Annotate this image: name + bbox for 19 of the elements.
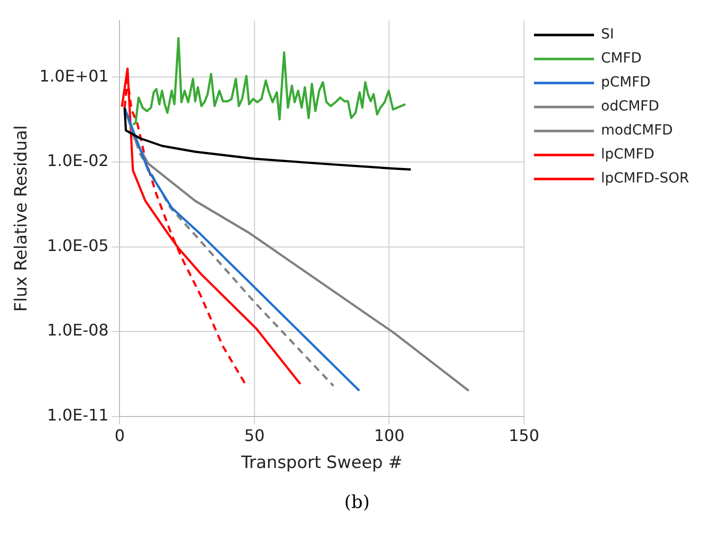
legend-label: lpCMFD-SOR — [601, 170, 690, 187]
y-tick-label: 1.0E+01 — [39, 66, 109, 86]
y-axis-title: Flux Relative Residual — [12, 125, 32, 312]
legend-label: SI — [601, 26, 614, 43]
y-tick-label: 1.0E-02 — [47, 151, 109, 170]
legend-label: CMFD — [601, 50, 642, 67]
x-tick-label: 100 — [374, 426, 405, 446]
y-tick-label: 1.0E-05 — [47, 236, 109, 255]
x-axis-title: Transport Sweep # — [240, 453, 402, 474]
x-tick-label: 50 — [244, 426, 265, 446]
legend-label: odCMFD — [601, 98, 660, 115]
y-tick-label: 1.0E-11 — [47, 406, 109, 425]
legend-label: pCMFD — [601, 74, 651, 91]
y-tick-label: 1.0E-08 — [47, 320, 109, 340]
legend-label: lpCMFD — [601, 146, 654, 163]
x-tick-label: 150 — [508, 426, 540, 446]
x-tick-label: 0 — [114, 426, 125, 446]
legend-label: modCMFD — [601, 122, 673, 139]
text: (b) — [343, 492, 371, 513]
